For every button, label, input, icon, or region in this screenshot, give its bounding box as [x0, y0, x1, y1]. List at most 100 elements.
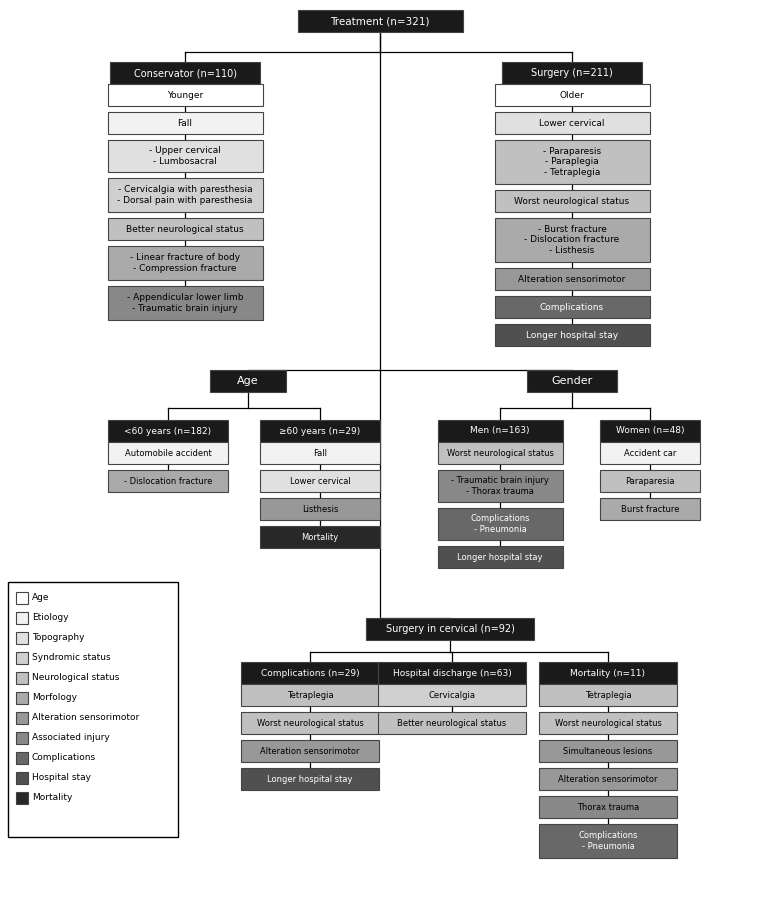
Text: Alteration sensorimotor: Alteration sensorimotor [518, 274, 626, 283]
Bar [495, 112, 649, 134]
Text: ≥60 years (n=29): ≥60 years (n=29) [279, 426, 361, 435]
Text: Complications: Complications [540, 302, 604, 311]
Bar [495, 324, 649, 346]
Text: Tetraplegia: Tetraplegia [287, 690, 333, 699]
Text: Topography: Topography [32, 634, 84, 643]
Text: Associated injury: Associated injury [32, 734, 110, 743]
Text: Worst neurological status: Worst neurological status [447, 449, 553, 458]
Text: - Dislocation fracture: - Dislocation fracture [124, 476, 212, 485]
Bar [495, 84, 649, 106]
Bar [241, 712, 379, 734]
Bar [539, 712, 677, 734]
Bar [8, 582, 178, 837]
Text: Cervicalgia: Cervicalgia [428, 690, 476, 699]
Bar [16, 632, 28, 644]
Bar [107, 286, 263, 320]
Bar [539, 768, 677, 790]
Bar [241, 662, 379, 684]
Text: Men (n=163): Men (n=163) [470, 426, 530, 435]
Bar [16, 772, 28, 784]
Text: Fall: Fall [177, 119, 193, 128]
Bar [16, 672, 28, 684]
Text: - Paraparesis
- Paraplegia
- Tetraplegia: - Paraparesis - Paraplegia - Tetraplegia [543, 147, 601, 177]
Bar [438, 508, 562, 540]
Bar [107, 112, 263, 134]
Text: Lower cervical: Lower cervical [290, 476, 350, 485]
Bar [260, 442, 380, 464]
Text: Better neurological status: Better neurological status [126, 225, 244, 234]
Bar [260, 470, 380, 492]
Text: Lower cervical: Lower cervical [540, 119, 605, 128]
Bar [539, 796, 677, 818]
Text: Hospital stay: Hospital stay [32, 773, 91, 782]
Text: Complications
- Pneumonia: Complications - Pneumonia [578, 832, 638, 850]
Bar [108, 470, 228, 492]
Text: Surgery (n=211): Surgery (n=211) [531, 68, 613, 78]
Bar [600, 470, 700, 492]
Bar [260, 526, 380, 548]
Bar [378, 712, 526, 734]
Text: Longer hospital stay: Longer hospital stay [526, 331, 618, 340]
Text: Mortality: Mortality [32, 794, 72, 803]
Bar [16, 592, 28, 604]
Text: Paraparesia: Paraparesia [626, 476, 675, 485]
Bar [600, 420, 700, 442]
Text: Tetraplegia: Tetraplegia [584, 690, 632, 699]
Text: Listhesis: Listhesis [302, 504, 338, 513]
Text: Neurological status: Neurological status [32, 673, 119, 682]
Text: Younger: Younger [167, 91, 203, 100]
Bar [107, 178, 263, 212]
Text: Longer hospital stay: Longer hospital stay [267, 775, 353, 784]
Bar [495, 218, 649, 262]
Text: Morfology: Morfology [32, 693, 77, 702]
Text: Gender: Gender [552, 376, 593, 386]
Bar [438, 442, 562, 464]
Bar [16, 712, 28, 724]
Text: Syndromic status: Syndromic status [32, 654, 110, 663]
Bar [108, 442, 228, 464]
Text: Treatment (n=321): Treatment (n=321) [330, 16, 430, 26]
Bar [495, 190, 649, 212]
Bar [502, 62, 642, 84]
Text: Simultaneous lesions: Simultaneous lesions [563, 746, 653, 755]
Text: Fall: Fall [313, 449, 327, 458]
Bar [241, 768, 379, 790]
Text: <60 years (n=182): <60 years (n=182) [125, 426, 212, 435]
Text: - Appendicular lower limb
- Traumatic brain injury: - Appendicular lower limb - Traumatic br… [127, 293, 244, 313]
Text: - Cervicalgia with paresthesia
- Dorsal pain with paresthesia: - Cervicalgia with paresthesia - Dorsal … [117, 185, 253, 205]
Text: - Upper cervical
- Lumbosacral: - Upper cervical - Lumbosacral [149, 147, 221, 165]
Bar [298, 10, 463, 32]
Bar [210, 370, 286, 392]
Text: Women (n=48): Women (n=48) [616, 426, 684, 435]
Bar [539, 684, 677, 706]
Text: Alteration sensorimotor: Alteration sensorimotor [32, 714, 139, 723]
Bar [16, 792, 28, 804]
Bar [600, 498, 700, 520]
Text: - Burst fracture
- Dislocation fracture
- Listhesis: - Burst fracture - Dislocation fracture … [524, 225, 619, 255]
Bar [438, 546, 562, 568]
Text: Complications (n=29): Complications (n=29) [261, 669, 359, 678]
Bar [16, 692, 28, 704]
Bar [378, 662, 526, 684]
Bar [539, 740, 677, 762]
Bar [16, 732, 28, 744]
Text: Accident car: Accident car [624, 449, 677, 458]
Bar [438, 470, 562, 502]
Bar [107, 246, 263, 280]
Bar [495, 296, 649, 318]
Bar [16, 652, 28, 664]
Text: Age: Age [237, 376, 259, 386]
Text: - Traumatic brain injury
- Thorax trauma: - Traumatic brain injury - Thorax trauma [451, 476, 549, 495]
Text: Worst neurological status: Worst neurological status [555, 718, 661, 727]
Bar [110, 62, 260, 84]
Bar [527, 370, 617, 392]
Bar [107, 84, 263, 106]
Bar [495, 268, 649, 290]
Text: Etiology: Etiology [32, 613, 68, 622]
Bar [241, 684, 379, 706]
Text: Mortality: Mortality [301, 532, 339, 541]
Text: Longer hospital stay: Longer hospital stay [457, 553, 543, 562]
Text: Alteration sensorimotor: Alteration sensorimotor [260, 746, 360, 755]
Text: Alteration sensorimotor: Alteration sensorimotor [559, 775, 658, 784]
Bar [600, 442, 700, 464]
